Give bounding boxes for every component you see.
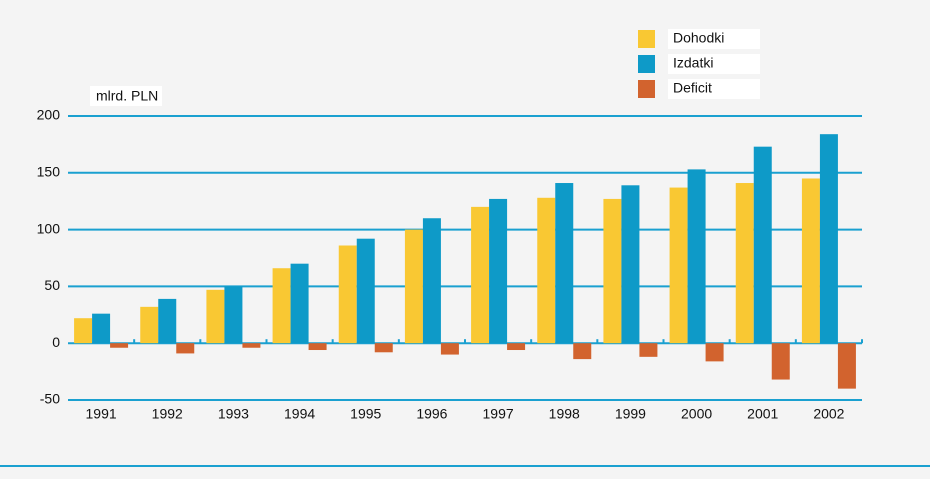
bar xyxy=(621,185,640,344)
bar xyxy=(110,343,129,348)
bar xyxy=(489,198,508,344)
legend-swatch xyxy=(638,80,655,98)
bar xyxy=(176,343,195,354)
bar xyxy=(819,134,838,344)
y-axis-label: mlrd. PLN xyxy=(96,88,158,104)
bar xyxy=(801,178,820,344)
bar xyxy=(356,238,375,344)
legend-label: Izdatki xyxy=(673,55,713,71)
y-tick-label: 200 xyxy=(37,107,61,123)
y-label-box xyxy=(90,86,162,106)
legend-swatch xyxy=(638,55,655,73)
x-tick-label: 2000 xyxy=(681,406,712,422)
y-tick-label: -50 xyxy=(40,391,60,407)
y-tick-label: 50 xyxy=(44,277,60,293)
x-tick-label: 1996 xyxy=(416,406,447,422)
bar xyxy=(440,343,459,355)
legend-label-box xyxy=(668,79,760,99)
x-tick-label: 2002 xyxy=(813,406,844,422)
y-tick-label: 100 xyxy=(37,220,61,236)
x-tick-label: 1991 xyxy=(86,406,117,422)
x-tick-label: 1992 xyxy=(152,406,183,422)
y-tick-label: 0 xyxy=(52,334,60,350)
y-tick-label: 150 xyxy=(37,164,61,180)
x-tick-label: 1995 xyxy=(350,406,381,422)
legend-label-box xyxy=(668,54,760,74)
bar xyxy=(555,183,574,344)
bar xyxy=(404,229,423,344)
bar xyxy=(669,187,688,344)
bar xyxy=(308,343,327,351)
bar xyxy=(272,268,291,344)
bar xyxy=(603,198,622,344)
bar xyxy=(158,298,177,344)
bar xyxy=(507,343,526,351)
bar xyxy=(140,306,159,344)
bar xyxy=(705,343,724,362)
legend-label-box xyxy=(668,29,760,49)
bar xyxy=(537,197,556,344)
legend-label: Dohodki xyxy=(673,30,724,46)
x-tick-label: 1993 xyxy=(218,406,249,422)
legend-swatch xyxy=(638,30,655,48)
bar xyxy=(735,183,754,344)
x-tick-label: 2001 xyxy=(747,406,778,422)
bar xyxy=(338,245,357,344)
bar xyxy=(753,146,772,344)
bar xyxy=(74,318,93,344)
bar xyxy=(639,343,658,357)
bar xyxy=(92,313,111,344)
bar xyxy=(290,263,309,344)
bar xyxy=(471,206,490,344)
bar xyxy=(242,343,261,348)
x-tick-label: 1997 xyxy=(483,406,514,422)
bar xyxy=(224,286,243,344)
legend-label: Deficit xyxy=(673,80,712,96)
bar xyxy=(422,218,441,344)
bar xyxy=(687,169,706,344)
x-tick-label: 1998 xyxy=(549,406,580,422)
x-tick-label: 1994 xyxy=(284,406,315,422)
x-tick-label: 1999 xyxy=(615,406,646,422)
bar xyxy=(837,343,856,389)
bar xyxy=(206,289,225,344)
bar xyxy=(573,343,592,360)
bar xyxy=(374,343,393,353)
bar xyxy=(771,343,790,380)
